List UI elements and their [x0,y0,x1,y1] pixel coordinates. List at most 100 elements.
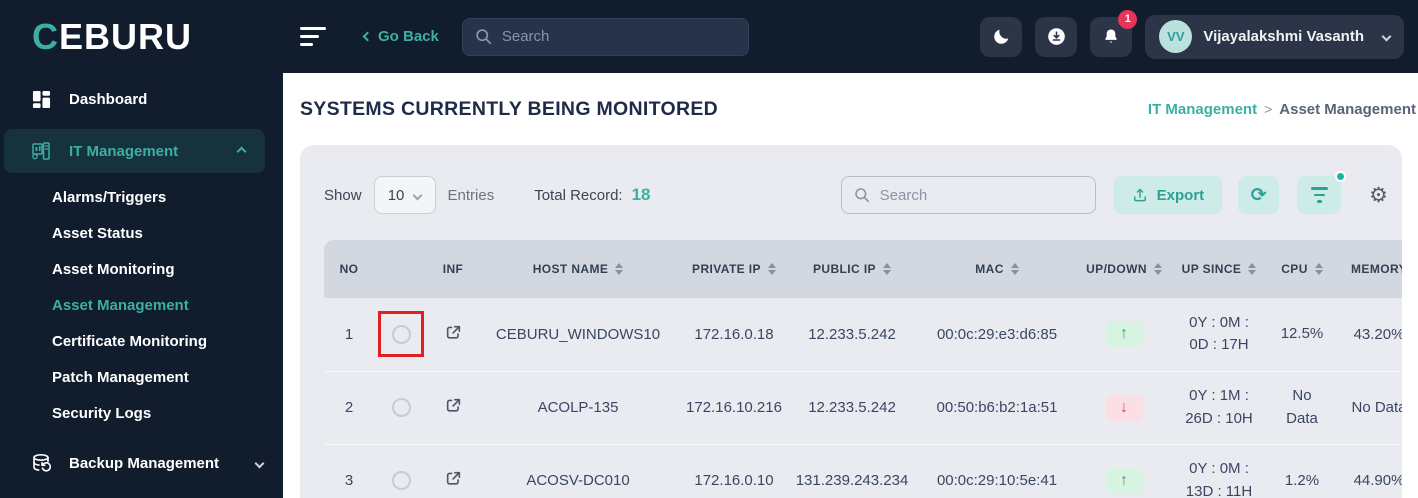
chevron-down-icon [412,190,423,200]
go-back-link[interactable]: Go Back [362,28,439,45]
external-link-icon[interactable] [445,397,462,414]
sidebar-item-certificate-monitoring[interactable]: Certificate Monitoring [0,323,283,359]
gear-icon: ⚙ [1369,183,1388,207]
sub-item-label: Certificate Monitoring [52,332,208,350]
app-logo[interactable]: C EBURU [0,16,283,58]
title-row: SYSTEMS CURRENTLY BEING MONITORED IT Man… [283,73,1418,145]
sidebar-item-asset-status[interactable]: Asset Status [0,215,283,251]
total-record-label: Total Record: [534,186,623,204]
col-header-host-name[interactable]: HOST NAME [478,240,678,298]
sort-icon[interactable] [615,263,624,275]
cell-public-ip: 131.239.243.234 [790,443,914,498]
page-size-select[interactable]: 10 [373,176,436,214]
col-header-mac[interactable]: MAC [914,240,1080,298]
global-search-input[interactable] [501,28,736,45]
sidebar-item-partial[interactable] [0,491,283,498]
cell-select [374,443,428,498]
monitored-systems-table: NO INF HOST NAME PRIVATE IP PUBLIC IP MA… [324,240,1402,498]
sidebar-item-patch-management[interactable]: Patch Management [0,359,283,395]
cell-up-since: 0Y : 1M :26D : 10H [1168,370,1270,444]
status-up-badge: ↑ [1105,467,1143,494]
external-link-icon[interactable] [445,324,462,341]
table-header-row: NO INF HOST NAME PRIVATE IP PUBLIC IP MA… [324,240,1402,298]
export-icon [1133,188,1146,202]
cell-host-name: CEBURU_WINDOWS10 [495,325,661,343]
up-arrow-icon: ↑ [1120,471,1128,489]
table-row: 2 ACOLP-135 172.16.10.216 12.233.5.242 0… [324,370,1402,444]
moon-icon [994,29,1009,44]
user-menu[interactable]: VV Vijayalakshmi Vasanth [1145,14,1404,59]
export-label: Export [1156,186,1205,204]
sidebar-item-it-management[interactable]: IT Management [4,129,265,173]
row-radio-button[interactable] [391,398,411,417]
col-header-no: NO [324,240,374,298]
main-content: SYSTEMS CURRENTLY BEING MONITORED IT Man… [283,73,1418,498]
breadcrumb-separator: > [1264,101,1273,117]
sort-icon[interactable] [1314,263,1323,275]
sub-item-label: Patch Management [52,368,189,386]
cell-up-down: ↑ [1080,443,1168,498]
cell-public-ip: 12.233.5.242 [790,370,914,444]
col-header-cpu[interactable]: CPU [1270,240,1334,298]
col-header-private-ip[interactable]: PRIVATE IP [678,240,790,298]
sidebar-item-alarms-triggers[interactable]: Alarms/Triggers [0,179,283,215]
sort-icon[interactable] [1153,263,1162,275]
global-search[interactable] [461,17,749,56]
col-header-up-since[interactable]: UP SINCE [1168,240,1270,298]
cell-up-down: ↓ [1080,370,1168,444]
sub-item-label: Asset Management [52,296,189,314]
search-icon [476,29,492,45]
cell-cpu: No Data [1270,370,1334,444]
notifications-button[interactable]: 1 [1090,9,1138,57]
downloads-button[interactable] [1035,16,1078,57]
page-size-value: 10 [387,186,405,204]
refresh-button[interactable]: ⟳ [1238,176,1280,214]
col-header-public-ip[interactable]: PUBLIC IP [790,240,914,298]
it-devices-icon [30,141,52,161]
down-arrow-icon: ↓ [1120,398,1128,416]
row-radio-button[interactable] [391,471,411,491]
cell-public-ip: 12.233.5.242 [808,325,896,343]
sort-icon[interactable] [767,263,776,275]
cell-host-name: ACOLP-135 [478,370,678,444]
breadcrumb-parent-link[interactable]: IT Management [1147,100,1258,118]
sort-icon[interactable] [1248,263,1257,275]
breadcrumb: IT Management > Asset Management [1148,101,1416,118]
row-radio-button[interactable] [391,324,411,344]
bell-icon [1105,29,1118,43]
cell-cpu: 1.2% [1270,443,1334,498]
external-link-icon[interactable] [445,470,462,487]
cell-private-ip: 172.16.0.18 [694,325,774,343]
col-header-up-down[interactable]: UP/DOWN [1080,240,1168,298]
notification-count-badge: 1 [1118,9,1138,29]
cell-select [374,370,428,444]
sort-icon[interactable] [882,263,891,275]
table-row: 1 CEBURU_WINDOWS10 172.16.0.18 12.233.5.… [324,298,1402,371]
cell-no: 3 [324,443,374,498]
table-search[interactable] [840,176,1096,214]
cell-mac: 00:50:b6:b2:1a:51 [914,370,1080,444]
table-row: 3 ACOSV-DC010 172.16.0.10 131.239.243.23… [324,443,1402,498]
export-button[interactable]: Export [1113,176,1223,214]
sidebar-item-security-logs[interactable]: Security Logs [0,395,283,431]
sort-icon[interactable] [1010,263,1019,275]
chevron-left-icon [362,31,373,42]
dark-mode-toggle[interactable] [980,16,1023,57]
filter-button[interactable] [1297,171,1347,214]
database-restore-icon [30,453,52,473]
filter-active-dot [1335,171,1347,182]
download-circle-icon [1048,28,1065,45]
col-header-memory[interactable]: MEMORY [1334,240,1402,298]
refresh-icon: ⟳ [1250,184,1267,206]
sidebar-item-backup-management[interactable]: Backup Management [0,441,283,485]
hamburger-menu-icon[interactable] [300,27,326,46]
table-search-input[interactable] [879,186,1083,204]
user-name: Vijayalakshmi Vasanth [1203,28,1364,45]
settings-button[interactable]: ⚙ [1369,185,1388,206]
sidebar-item-dashboard[interactable]: Dashboard [0,77,283,121]
cell-inf [428,443,478,498]
sidebar-item-asset-monitoring[interactable]: Asset Monitoring [0,251,283,287]
it-management-submenu: Alarms/Triggers Asset Status Asset Monit… [0,179,283,431]
sidebar-item-asset-management[interactable]: Asset Management [0,287,283,323]
cell-no: 2 [324,370,374,444]
